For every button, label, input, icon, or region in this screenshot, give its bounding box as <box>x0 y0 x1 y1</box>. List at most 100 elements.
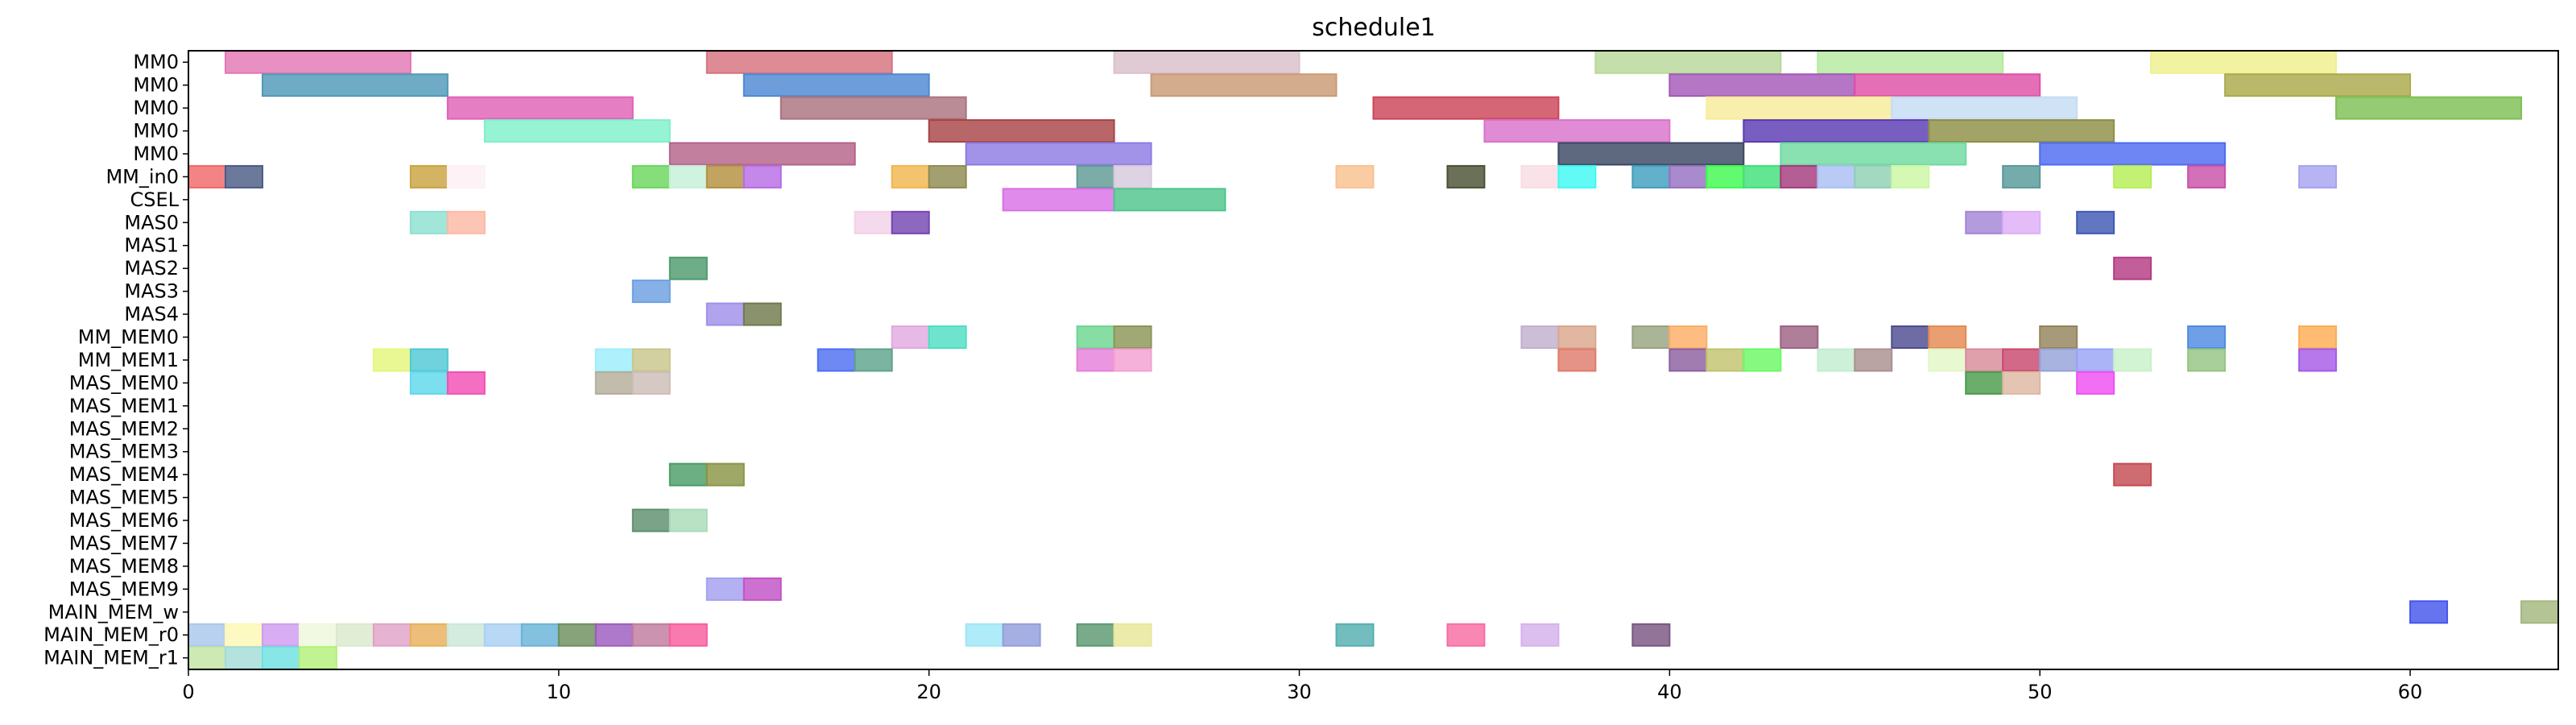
task-bar-main-mem-r1-147 <box>298 646 337 670</box>
task-bar-mm0-1 <box>705 50 893 74</box>
task-bar-csel-57 <box>1113 188 1226 212</box>
task-bar-mm-mem0-73 <box>1113 325 1152 349</box>
task-bar-mm-mem0-74 <box>1520 325 1560 349</box>
y-tick-label-mm0-3: MM0 <box>133 120 179 143</box>
task-bar-mm0-2 <box>1113 50 1300 74</box>
task-bar-mas3-67 <box>631 280 671 304</box>
task-bar-mm0-23 <box>668 142 856 166</box>
task-bar-mm-mem1-95 <box>1743 348 1782 372</box>
y-tick-label-main-mem-r1-26: MAIN_MEM_r1 <box>43 647 179 669</box>
task-bar-mas-mem4-114 <box>705 462 745 487</box>
y-tick-label-mas-mem6-20: MAS_MEM6 <box>69 509 179 532</box>
task-bar-main-mem-r0-130 <box>483 623 523 647</box>
task-bar-mm-mem1-84 <box>372 348 411 372</box>
task-bar-csel-56 <box>1002 188 1115 212</box>
y-tick-label-mm-in0-5: MM_in0 <box>105 165 179 188</box>
task-bar-mm-in0-47 <box>1743 164 1782 188</box>
task-bar-mm-in0-31 <box>446 164 486 188</box>
task-bar-mm0-5 <box>2150 50 2338 74</box>
task-bar-mas0-64 <box>2076 210 2115 234</box>
y-tick-label-mm0-4: MM0 <box>133 143 179 165</box>
x-tick-label-20: 20 <box>916 681 941 703</box>
task-bar-mm-mem0-80 <box>1928 325 1967 349</box>
chart-title: schedule1 <box>1312 14 1436 42</box>
task-bar-mas-mem6-116 <box>631 508 671 532</box>
task-bar-mm0-10 <box>1854 73 2041 97</box>
task-bar-mas4-68 <box>705 302 745 326</box>
y-axis-labels: MM0MM0MM0MM0MM0MM_in0CSELMAS0MAS1MAS2MAS… <box>43 51 188 669</box>
task-bar-mm-mem1-100 <box>2002 348 2041 372</box>
x-tick-label-10: 10 <box>547 681 572 703</box>
y-tick-label-mm0-2: MM0 <box>133 97 179 119</box>
task-bar-mas-mem4-113 <box>668 462 708 487</box>
task-bar-mm0-6 <box>261 73 449 97</box>
task-bar-mm0-3 <box>1594 50 1782 74</box>
task-bar-mas-mem6-117 <box>668 508 708 532</box>
task-bar-main-mem-w-120 <box>2409 600 2449 624</box>
task-bar-mm0-25 <box>1557 142 1745 166</box>
x-tick-label-0: 0 <box>182 681 194 703</box>
task-bar-mm-mem1-85 <box>409 348 449 372</box>
task-bar-mm0-0 <box>224 50 411 74</box>
task-bar-mas-mem0-111 <box>2002 371 2041 395</box>
task-bar-mm-in0-50 <box>1854 164 1893 188</box>
task-bar-main-mem-r0-125 <box>298 623 337 647</box>
task-bar-mm-mem1-93 <box>1668 348 1708 372</box>
x-tick-label-30: 30 <box>1287 681 1312 703</box>
task-bar-mm-mem1-88 <box>817 348 856 372</box>
task-bar-mm-mem1-94 <box>1706 348 1745 372</box>
task-bar-main-mem-r0-127 <box>372 623 411 647</box>
task-bar-mm-mem1-105 <box>2298 348 2338 372</box>
y-tick-label-mas1-8: MAS1 <box>124 234 179 257</box>
task-bar-mm-mem0-76 <box>1631 325 1671 349</box>
x-tick-label-60: 60 <box>2398 681 2423 703</box>
task-bar-mm-in0-28 <box>188 164 226 188</box>
task-bar-mm-mem0-79 <box>1891 325 1930 349</box>
y-tick-label-main-mem-r0-25: MAIN_MEM_r0 <box>43 624 179 646</box>
task-bar-mm-in0-41 <box>1446 164 1486 188</box>
task-bar-main-mem-r0-136 <box>965 623 1004 647</box>
task-bar-mm-in0-42 <box>1520 164 1560 188</box>
task-bar-mm-mem1-92 <box>1557 348 1597 372</box>
task-bar-mm-in0-37 <box>928 164 967 188</box>
task-bar-mm-mem1-91 <box>1113 348 1152 372</box>
task-bar-mas0-62 <box>1965 210 2004 234</box>
task-bar-mm-mem1-97 <box>1854 348 1893 372</box>
task-bar-main-mem-r0-137 <box>1002 623 1041 647</box>
task-bar-mm-in0-48 <box>1780 164 1819 188</box>
task-bar-mm-in0-35 <box>742 164 782 188</box>
y-tick-label-mas3-10: MAS3 <box>124 280 179 303</box>
task-bar-mas-mem4-115 <box>2113 462 2152 487</box>
task-bar-mm-mem1-102 <box>2076 348 2115 372</box>
task-bar-mm0-21 <box>1743 119 1930 143</box>
task-bar-mm-in0-55 <box>2298 164 2338 188</box>
task-bar-main-mem-r0-142 <box>1520 623 1560 647</box>
y-tick-label-mm-mem0-12: MM_MEM0 <box>78 326 179 349</box>
task-bar-mm0-17 <box>2335 96 2523 120</box>
y-tick-label-mas4-11: MAS4 <box>124 303 179 325</box>
task-bar-mas2-65 <box>668 256 708 280</box>
task-bar-mas-mem0-108 <box>594 371 634 395</box>
y-tick-label-mas-mem2-16: MAS_MEM2 <box>69 417 179 440</box>
task-bar-mm-in0-53 <box>2113 164 2152 188</box>
task-bar-mm-in0-54 <box>2187 164 2227 188</box>
task-bar-mas4-69 <box>742 302 782 326</box>
task-bar-main-mem-r0-140 <box>1335 623 1375 647</box>
task-bar-mm-mem1-87 <box>631 348 671 372</box>
task-bar-mas-mem0-107 <box>446 371 486 395</box>
task-bar-mm0-26 <box>1780 142 1967 166</box>
task-bar-mm0-12 <box>446 96 634 120</box>
task-bar-mm-in0-29 <box>224 164 263 188</box>
task-bar-mm-mem1-90 <box>1076 348 1115 372</box>
y-tick-label-mas-mem1-15: MAS_MEM1 <box>69 395 179 417</box>
task-bar-main-mem-r0-134 <box>631 623 671 647</box>
task-bar-mm-in0-40 <box>1335 164 1375 188</box>
y-tick-label-mm-mem1-13: MM_MEM1 <box>78 349 179 371</box>
task-bar-main-mem-r1-146 <box>261 646 300 670</box>
task-bar-mm-mem0-82 <box>2187 325 2227 349</box>
task-bar-mm-in0-51 <box>1891 164 1930 188</box>
task-bar-mm-mem0-81 <box>2039 325 2078 349</box>
task-bar-mas0-60 <box>854 210 893 234</box>
task-bar-mm-mem0-78 <box>1780 325 1819 349</box>
task-bar-mm-mem1-96 <box>1817 348 1856 372</box>
